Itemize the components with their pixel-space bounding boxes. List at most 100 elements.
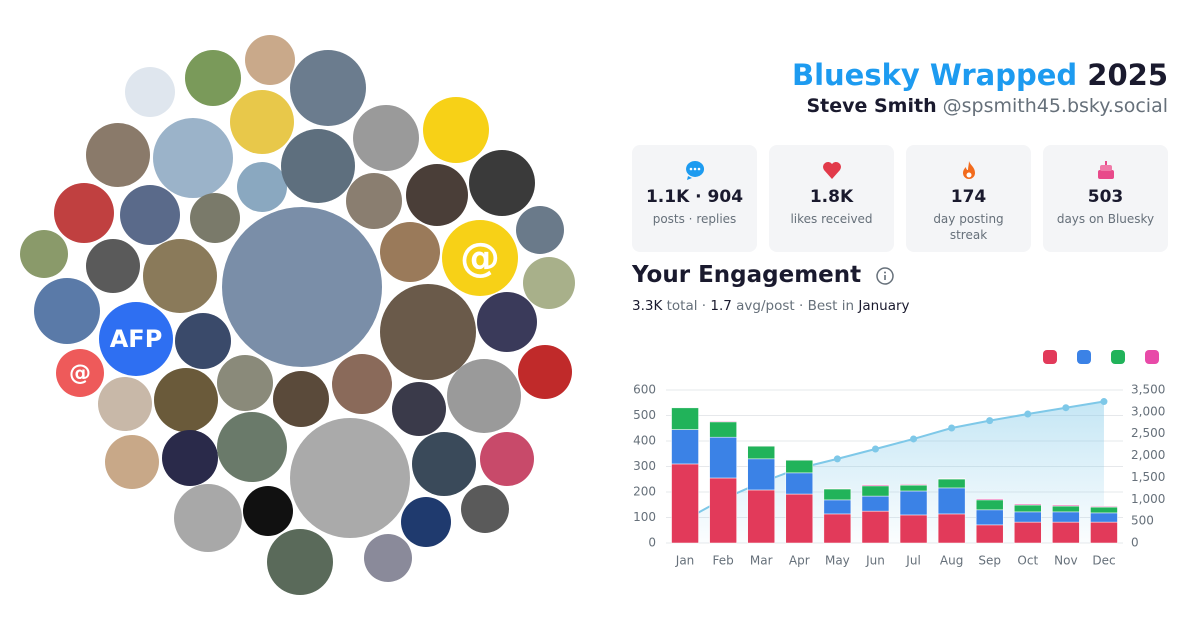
- line-point: [719, 495, 727, 503]
- avatar: [516, 206, 564, 254]
- avatar: [54, 183, 114, 243]
- avatar: [190, 193, 240, 243]
- y2-tick-label: 0: [1131, 536, 1139, 550]
- bar: [899, 484, 928, 486]
- y-tick-label: 600: [633, 383, 656, 397]
- avatar: [392, 382, 446, 436]
- y2-tick-label: 3,500: [1131, 383, 1165, 397]
- stat-label: posts · replies: [652, 212, 737, 226]
- bar: [747, 445, 775, 460]
- section-title: Your Engagement: [632, 262, 895, 288]
- bar: [823, 488, 852, 490]
- engagement-summary: 3.3K total · 1.7 avg/post · Best in Janu…: [632, 298, 910, 314]
- icon: [1097, 161, 1114, 179]
- bar: [975, 498, 1004, 501]
- avatar: [105, 435, 159, 489]
- x-tick-label: Sep: [978, 554, 1001, 568]
- bar: [899, 484, 928, 492]
- x-tick-label: Mar: [750, 554, 773, 568]
- avatar: [447, 359, 521, 433]
- x-tick-label: Feb: [713, 554, 734, 568]
- line-point: [757, 478, 765, 486]
- bar: [937, 478, 966, 480]
- avatar: [217, 412, 287, 482]
- title: Bluesky Wrapped 2025: [792, 58, 1168, 92]
- y2-tick-label: 2,000: [1131, 448, 1165, 462]
- stat-value: 1.1K · 904: [645, 187, 744, 207]
- avatar: [477, 292, 537, 352]
- title-text: Bluesky Wrapped: [791, 58, 1078, 92]
- avatar: [243, 486, 293, 536]
- bar: [785, 472, 814, 495]
- avatar: [380, 222, 440, 282]
- icon: [962, 161, 975, 179]
- y2-tick-label: 3,000: [1131, 404, 1165, 418]
- bar: [1052, 504, 1080, 507]
- avatar: [364, 534, 412, 582]
- legend-swatch: [1043, 350, 1057, 364]
- bar: [747, 458, 775, 491]
- bar: [1090, 512, 1118, 523]
- bar: [1090, 506, 1118, 514]
- avatar: [380, 284, 476, 380]
- avatar: [86, 239, 140, 293]
- y-tick-label: 100: [633, 510, 656, 524]
- bar: [937, 487, 966, 515]
- line-point: [795, 464, 803, 472]
- avatar: [332, 354, 392, 414]
- avatar: [98, 377, 152, 431]
- avatar: [273, 371, 329, 427]
- x-tick-label: Jan: [675, 554, 695, 568]
- bar: [975, 524, 1004, 544]
- line-point: [871, 445, 879, 453]
- stat-label: day posting streak: [933, 212, 1004, 242]
- area: [685, 401, 1104, 543]
- bar: [899, 514, 928, 544]
- y-tick-label: 200: [633, 485, 656, 499]
- x-tick-label: May: [825, 554, 850, 568]
- bar: [785, 459, 814, 474]
- best: January: [858, 298, 910, 314]
- avatar: [217, 355, 273, 411]
- total: 3.3K: [632, 298, 663, 314]
- x-tick-label: Aug: [940, 554, 963, 568]
- avatar: [469, 150, 535, 216]
- bar: [937, 478, 966, 489]
- logo-text: AFP: [110, 325, 163, 353]
- avatar: [175, 313, 231, 369]
- logo-text: @: [69, 361, 91, 386]
- bar: [671, 407, 699, 430]
- avatar: [56, 349, 104, 397]
- y2-tick-label: 1,000: [1131, 492, 1165, 506]
- avatar: [125, 67, 175, 117]
- line-point: [910, 435, 918, 443]
- avatar: [523, 257, 575, 309]
- bar: [823, 513, 852, 544]
- subtitle: Steve Smith @spsmith45.bsky.social: [806, 95, 1168, 117]
- info-icon[interactable]: [875, 266, 895, 286]
- section-title-text: Your Engagement: [632, 262, 862, 288]
- avatar: [281, 129, 355, 203]
- total-label: total ·: [666, 298, 707, 314]
- avatar: [401, 497, 451, 547]
- stat-card: 1.8K likes received: [769, 145, 894, 252]
- stat-label: likes received: [790, 212, 873, 226]
- line: [684, 400, 1105, 521]
- avatar: [406, 164, 468, 226]
- y-tick-label: 300: [633, 459, 656, 473]
- bar: [709, 436, 737, 479]
- avatar: [20, 230, 68, 278]
- bar: [1014, 504, 1042, 513]
- y-tick-label: 400: [633, 434, 656, 448]
- stat-card: 503 days on Bluesky: [1043, 145, 1168, 252]
- avatar: [237, 162, 287, 212]
- stat-value: 174: [950, 187, 987, 207]
- avatar: [222, 207, 382, 367]
- avatar: [461, 485, 509, 533]
- avatar-cluster: AFP @ @: [20, 35, 575, 595]
- legend-swatch: [1077, 350, 1091, 364]
- avatar: [174, 484, 242, 552]
- avatar: [353, 105, 419, 171]
- line-point: [1024, 410, 1032, 418]
